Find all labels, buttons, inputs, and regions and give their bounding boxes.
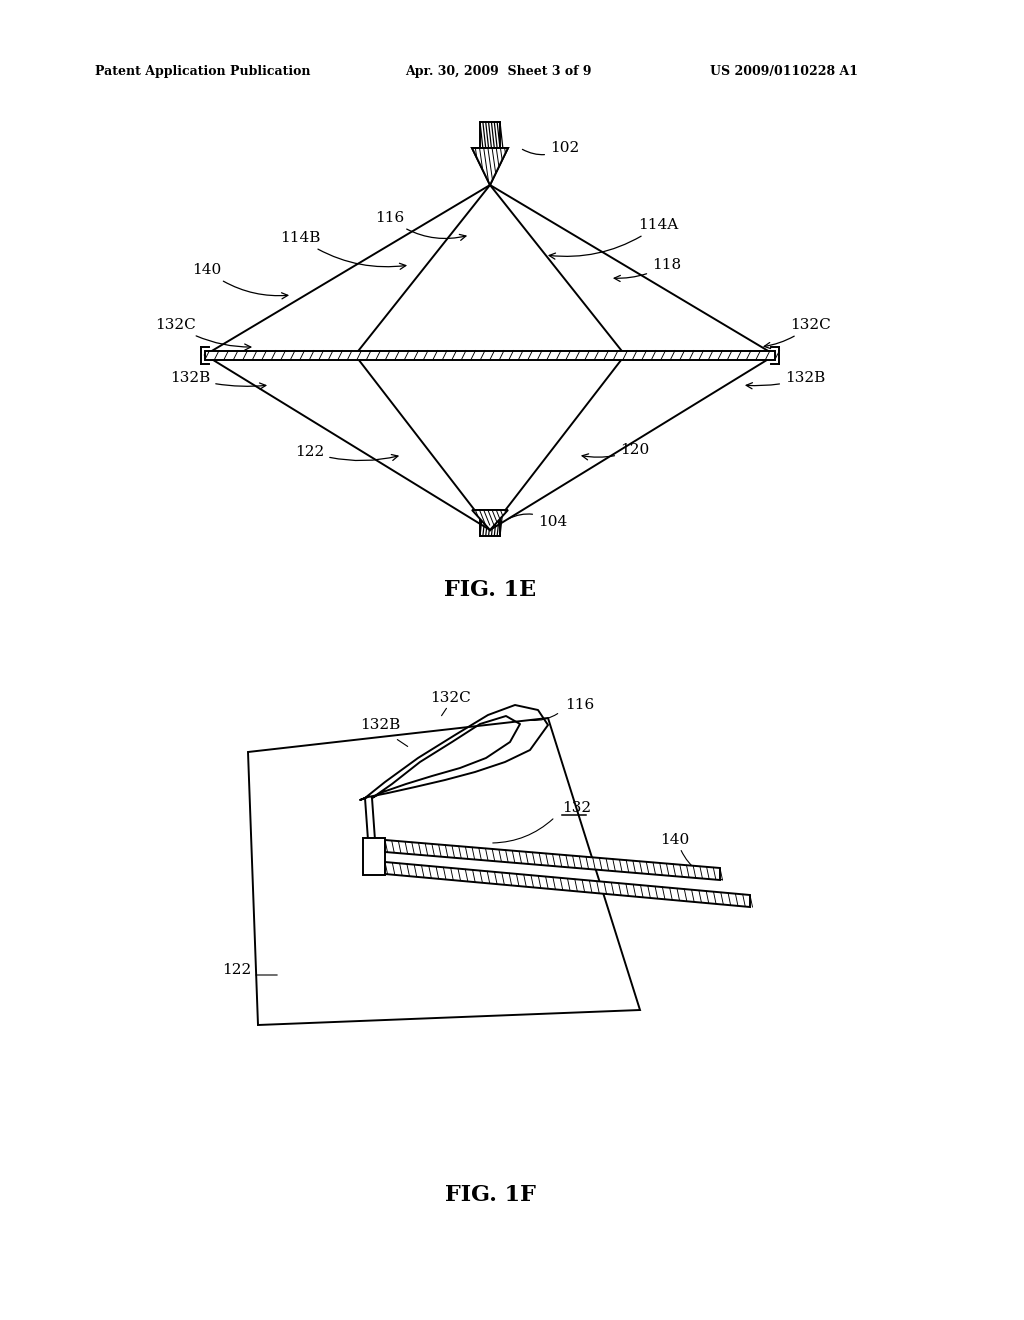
Text: FIG. 1F: FIG. 1F [444,1184,536,1206]
Text: 132: 132 [562,801,591,814]
Text: 132C: 132C [155,318,251,350]
Text: 140: 140 [193,263,288,298]
Text: 104: 104 [509,513,567,529]
Text: 116: 116 [565,698,594,711]
Text: 132C: 132C [764,318,830,348]
Text: 122: 122 [295,445,398,461]
Polygon shape [205,351,775,359]
Text: 122: 122 [222,964,251,977]
Text: 118: 118 [614,257,681,281]
Text: 116: 116 [375,211,466,240]
Text: US 2009/0110228 A1: US 2009/0110228 A1 [710,66,858,78]
Polygon shape [248,718,640,1026]
Polygon shape [385,862,750,907]
Text: 114B: 114B [280,231,406,269]
Polygon shape [472,148,508,185]
Polygon shape [362,838,385,875]
Text: FIG. 1E: FIG. 1E [444,579,536,601]
Text: 140: 140 [660,833,689,847]
Text: 132B: 132B [746,371,825,389]
Polygon shape [472,148,508,185]
Text: 114A: 114A [549,218,678,259]
Polygon shape [385,840,720,880]
Text: 132B: 132B [170,371,266,389]
Text: Patent Application Publication: Patent Application Publication [95,66,310,78]
Text: 120: 120 [582,444,649,459]
Text: 102: 102 [522,141,580,154]
Text: 132B: 132B [360,718,400,733]
Text: Apr. 30, 2009  Sheet 3 of 9: Apr. 30, 2009 Sheet 3 of 9 [406,66,592,78]
Text: 132C: 132C [430,690,471,705]
Polygon shape [472,510,508,531]
